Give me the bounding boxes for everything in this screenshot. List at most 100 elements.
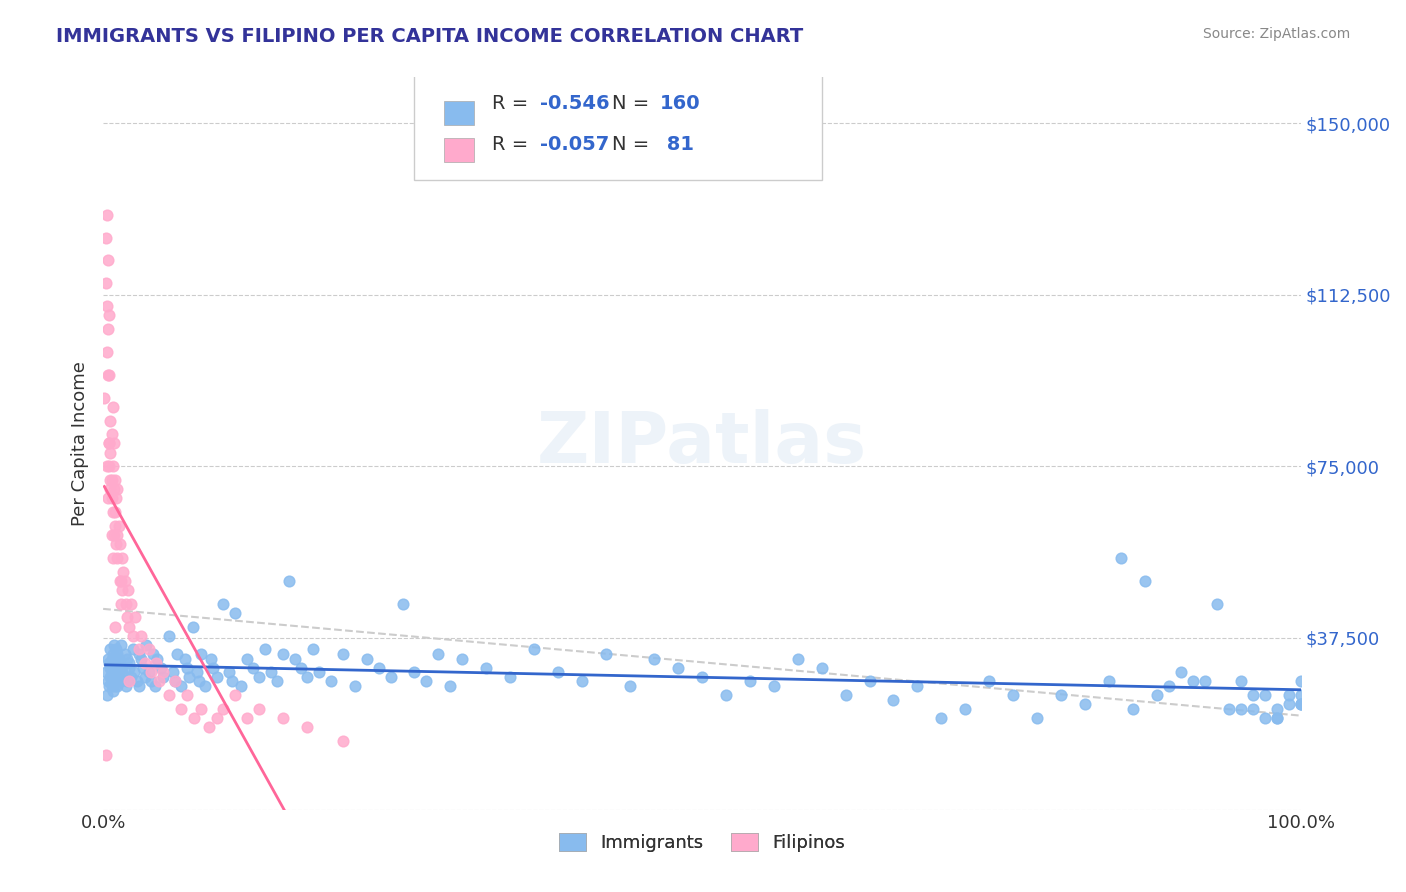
- Point: [271, 647, 294, 661]
- Y-axis label: Per Capita Income: Per Capita Income: [72, 361, 89, 526]
- Point: [93, 391, 115, 405]
- Point: [979, 674, 1001, 689]
- Point: [205, 670, 228, 684]
- Point: [98, 436, 121, 450]
- Point: [120, 670, 142, 684]
- Point: [101, 550, 124, 565]
- Point: [162, 665, 184, 680]
- Point: [131, 661, 153, 675]
- Point: [332, 647, 354, 661]
- Point: [1254, 688, 1277, 702]
- Point: [619, 679, 641, 693]
- Point: [415, 674, 437, 689]
- Point: [100, 427, 122, 442]
- Point: [128, 647, 150, 661]
- Point: [290, 661, 312, 675]
- Point: [101, 647, 124, 661]
- Point: [186, 665, 208, 680]
- Point: [224, 688, 246, 702]
- Point: [134, 670, 156, 684]
- Point: [98, 473, 121, 487]
- Point: [380, 670, 402, 684]
- Point: [100, 473, 122, 487]
- Point: [271, 711, 294, 725]
- Point: [98, 482, 121, 496]
- Point: [104, 519, 127, 533]
- Point: [108, 574, 131, 588]
- Point: [242, 661, 264, 675]
- Point: [98, 414, 121, 428]
- Point: [100, 674, 122, 689]
- Point: [100, 679, 122, 693]
- Point: [105, 661, 128, 675]
- Point: [190, 647, 212, 661]
- Point: [157, 688, 180, 702]
- Point: [128, 642, 150, 657]
- Point: [110, 574, 132, 588]
- Point: [103, 638, 125, 652]
- Point: [475, 661, 498, 675]
- Point: [103, 528, 125, 542]
- Point: [277, 574, 299, 588]
- Point: [105, 674, 128, 689]
- Point: [98, 368, 121, 382]
- Point: [122, 665, 145, 680]
- Point: [111, 582, 134, 597]
- Point: [170, 679, 193, 693]
- Point: [103, 661, 125, 675]
- Point: [131, 629, 153, 643]
- FancyBboxPatch shape: [444, 101, 474, 125]
- Point: [118, 619, 141, 633]
- Point: [103, 482, 125, 496]
- Point: [110, 638, 132, 652]
- Point: [104, 473, 127, 487]
- Point: [1289, 698, 1312, 712]
- Point: [1254, 711, 1277, 725]
- Point: [834, 688, 856, 702]
- Point: [295, 720, 318, 734]
- Point: [391, 597, 413, 611]
- Point: [1050, 688, 1073, 702]
- Point: [163, 674, 186, 689]
- Point: [104, 670, 127, 684]
- Point: [108, 674, 131, 689]
- Point: [101, 505, 124, 519]
- Point: [107, 679, 129, 693]
- Point: [110, 597, 132, 611]
- Point: [187, 674, 209, 689]
- Point: [104, 665, 127, 680]
- Point: [118, 656, 141, 670]
- Point: [103, 436, 125, 450]
- Point: [142, 647, 165, 661]
- Point: [104, 619, 127, 633]
- Point: [666, 661, 689, 675]
- Point: [128, 679, 150, 693]
- Point: [97, 651, 120, 665]
- Point: [101, 656, 124, 670]
- Point: [115, 610, 138, 624]
- Point: [595, 647, 617, 661]
- Point: [858, 674, 880, 689]
- Point: [107, 528, 129, 542]
- Point: [115, 597, 138, 611]
- Point: [1170, 665, 1192, 680]
- Point: [1289, 674, 1312, 689]
- Point: [367, 661, 389, 675]
- Point: [224, 606, 246, 620]
- Point: [451, 651, 474, 665]
- Point: [236, 711, 259, 725]
- Point: [1229, 702, 1251, 716]
- Text: 81: 81: [659, 136, 695, 154]
- Point: [343, 679, 366, 693]
- Point: [1289, 688, 1312, 702]
- Point: [98, 642, 121, 657]
- Text: R =: R =: [492, 136, 534, 154]
- Point: [104, 505, 127, 519]
- Point: [98, 661, 121, 675]
- Point: [643, 651, 665, 665]
- Point: [218, 665, 240, 680]
- Point: [138, 665, 160, 680]
- Text: ZIPatlas: ZIPatlas: [537, 409, 868, 478]
- Point: [183, 711, 205, 725]
- Point: [148, 674, 170, 689]
